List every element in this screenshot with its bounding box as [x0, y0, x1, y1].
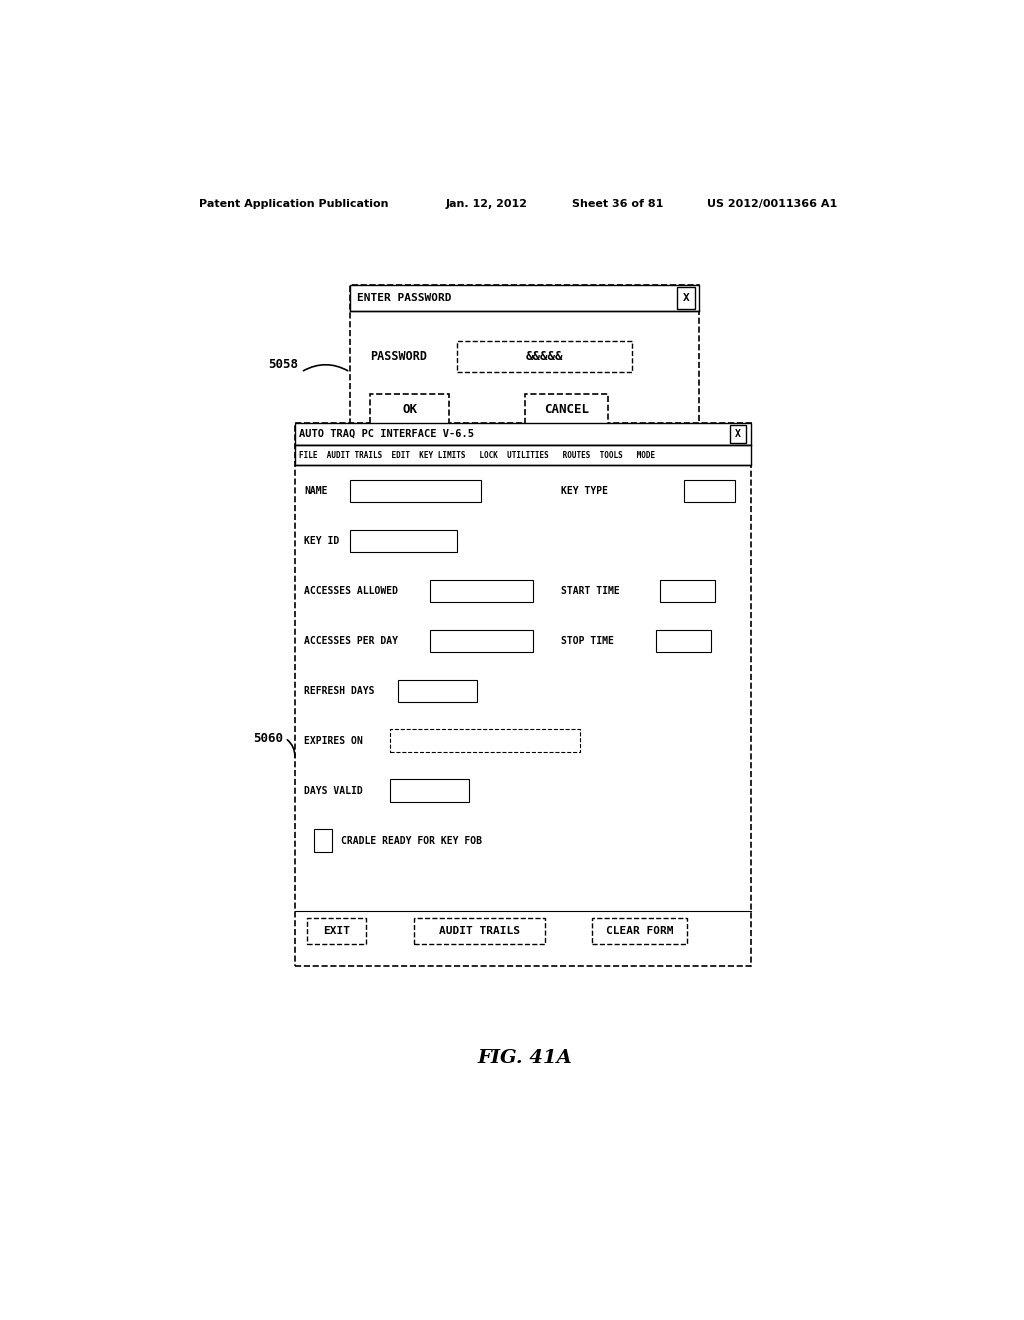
FancyBboxPatch shape: [350, 285, 699, 444]
Text: US 2012/0011366 A1: US 2012/0011366 A1: [708, 199, 838, 209]
Text: CRADLE READY FOR KEY FOB: CRADLE READY FOR KEY FOB: [341, 836, 482, 846]
Text: KEY TYPE: KEY TYPE: [560, 486, 607, 496]
Text: 5060: 5060: [253, 731, 283, 744]
Text: Jan. 12, 2012: Jan. 12, 2012: [445, 199, 527, 209]
Text: REFRESH DAYS: REFRESH DAYS: [304, 685, 375, 696]
Text: ACCESSES PER DAY: ACCESSES PER DAY: [304, 636, 398, 645]
Text: KEY ID: KEY ID: [304, 536, 339, 545]
FancyBboxPatch shape: [430, 630, 532, 652]
Text: AUTO TRAQ PC INTERFACE V-6.5: AUTO TRAQ PC INTERFACE V-6.5: [299, 429, 474, 438]
Text: STOP TIME: STOP TIME: [560, 636, 613, 645]
FancyBboxPatch shape: [370, 395, 450, 425]
Text: ACCESSES ALLOWED: ACCESSES ALLOWED: [304, 586, 398, 595]
FancyBboxPatch shape: [684, 479, 735, 502]
Text: AUDIT TRAILS: AUDIT TRAILS: [438, 925, 519, 936]
FancyBboxPatch shape: [730, 425, 746, 444]
Text: X: X: [683, 293, 689, 304]
FancyBboxPatch shape: [592, 917, 687, 944]
FancyBboxPatch shape: [430, 579, 532, 602]
FancyBboxPatch shape: [350, 529, 458, 552]
Text: EXIT: EXIT: [323, 925, 350, 936]
FancyBboxPatch shape: [458, 342, 632, 372]
FancyBboxPatch shape: [295, 445, 751, 466]
FancyBboxPatch shape: [390, 730, 581, 752]
Text: NAME: NAME: [304, 486, 328, 496]
FancyBboxPatch shape: [414, 917, 545, 944]
Text: OK: OK: [402, 403, 417, 416]
FancyBboxPatch shape: [655, 630, 712, 652]
Text: PASSWORD: PASSWORD: [370, 350, 427, 363]
FancyBboxPatch shape: [524, 395, 608, 425]
FancyBboxPatch shape: [659, 579, 715, 602]
FancyBboxPatch shape: [350, 479, 481, 502]
Text: DAYS VALID: DAYS VALID: [304, 785, 362, 796]
Text: ENTER PASSWORD: ENTER PASSWORD: [356, 293, 451, 304]
FancyBboxPatch shape: [295, 422, 751, 445]
FancyBboxPatch shape: [306, 917, 367, 944]
Text: Patent Application Publication: Patent Application Publication: [200, 199, 389, 209]
FancyBboxPatch shape: [390, 780, 469, 801]
Text: CANCEL: CANCEL: [544, 403, 589, 416]
Text: 5058: 5058: [268, 358, 299, 371]
Text: Sheet 36 of 81: Sheet 36 of 81: [572, 199, 664, 209]
FancyBboxPatch shape: [314, 829, 332, 851]
Text: X: X: [735, 429, 741, 438]
Text: FIG. 41A: FIG. 41A: [477, 1049, 572, 1067]
Text: CLEAR FORM: CLEAR FORM: [606, 925, 674, 936]
FancyBboxPatch shape: [397, 680, 477, 702]
Text: EXPIRES ON: EXPIRES ON: [304, 735, 362, 746]
Text: START TIME: START TIME: [560, 586, 620, 595]
Text: &&&&&: &&&&&: [526, 350, 563, 363]
FancyBboxPatch shape: [350, 285, 699, 312]
FancyBboxPatch shape: [677, 288, 694, 309]
Text: FILE  AUDIT TRAILS  EDIT  KEY LIMITS   LOCK  UTILITIES   ROUTES  TOOLS   MODE: FILE AUDIT TRAILS EDIT KEY LIMITS LOCK U…: [299, 450, 654, 459]
FancyBboxPatch shape: [295, 422, 751, 966]
